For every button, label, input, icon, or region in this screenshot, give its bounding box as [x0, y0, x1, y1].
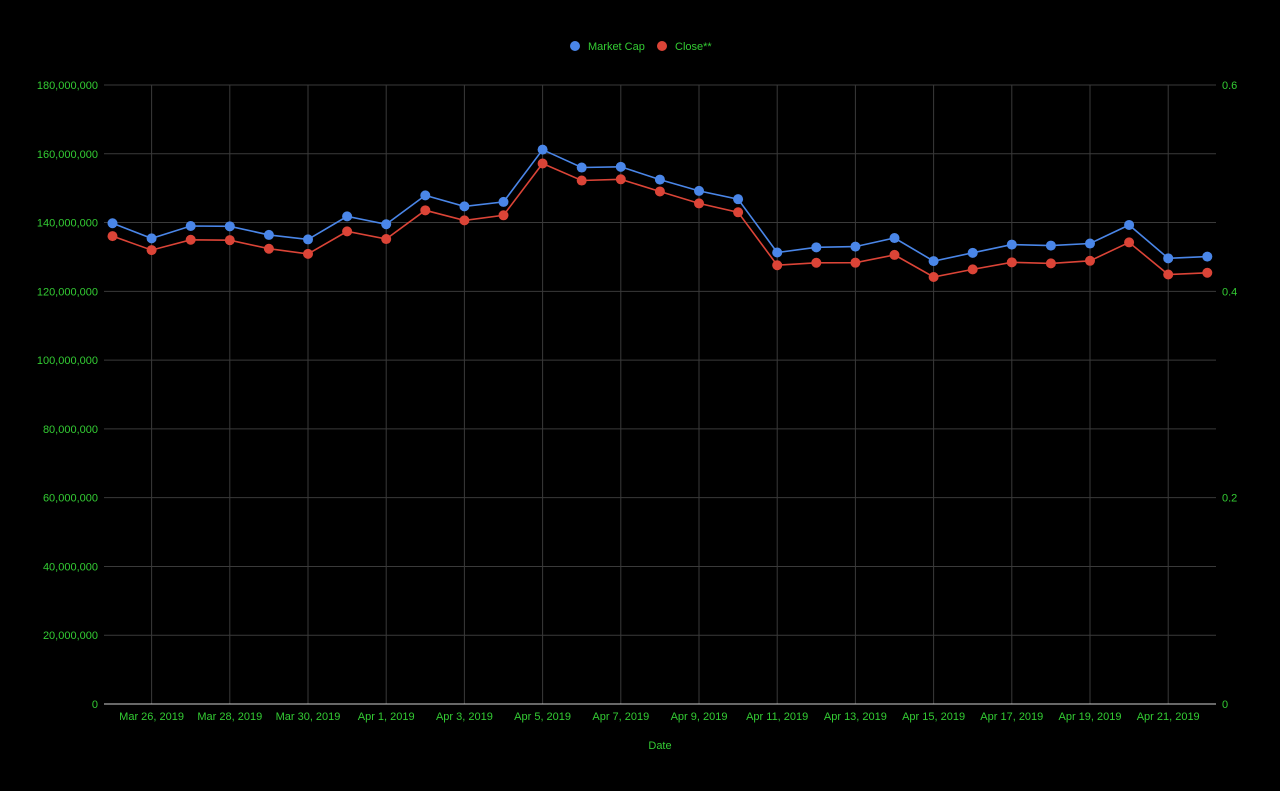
legend-label-market-cap: Market Cap: [588, 41, 645, 53]
data-point-close: [342, 226, 353, 237]
data-point-close: [654, 186, 665, 197]
data-point-market-cap: [498, 196, 509, 207]
data-point-market-cap: [381, 219, 392, 230]
data-point-market-cap: [420, 190, 431, 201]
x-tick-label: Apr 11, 2019: [746, 711, 808, 723]
x-tick-label: Apr 1, 2019: [358, 711, 415, 723]
left-y-tick-label: 0: [92, 699, 98, 711]
data-point-close: [1124, 237, 1135, 248]
data-point-close: [733, 207, 744, 218]
x-tick-label: Apr 15, 2019: [902, 711, 965, 723]
data-point-close: [498, 210, 509, 221]
data-point-close: [850, 257, 861, 268]
data-point-market-cap: [967, 247, 978, 258]
data-point-market-cap: [459, 201, 470, 212]
right-y-tick-label: 0.4: [1222, 286, 1237, 298]
data-point-market-cap: [694, 185, 704, 196]
data-point-close: [459, 215, 470, 226]
data-point-market-cap: [772, 247, 783, 258]
data-point-close: [146, 245, 157, 256]
data-point-market-cap: [576, 162, 587, 173]
left-y-tick-label: 40,000,000: [43, 561, 98, 573]
x-tick-label: Apr 5, 2019: [514, 711, 571, 723]
data-point-market-cap: [342, 211, 353, 222]
data-point-market-cap: [107, 218, 118, 229]
x-tick-label: Mar 26, 2019: [119, 711, 184, 723]
data-point-market-cap: [733, 194, 744, 205]
data-point-market-cap: [224, 221, 235, 232]
series-layer: [107, 144, 1213, 282]
x-tick-label: Apr 19, 2019: [1059, 711, 1122, 723]
x-tick-label: Apr 13, 2019: [824, 711, 887, 723]
data-point-close: [224, 235, 235, 246]
grid-lines: [104, 84, 1216, 705]
data-point-close: [263, 243, 274, 254]
data-point-market-cap: [185, 220, 196, 231]
data-point-close: [537, 158, 548, 169]
data-point-market-cap: [303, 234, 313, 245]
data-point-close: [694, 198, 704, 209]
left-y-tick-label: 100,000,000: [37, 355, 98, 367]
data-point-market-cap: [850, 241, 861, 252]
data-point-market-cap: [811, 242, 822, 253]
x-axis-title: Date: [648, 740, 671, 752]
legend: Market Cap Close**: [570, 41, 712, 53]
data-point-close: [1085, 255, 1095, 266]
data-point-close: [889, 249, 900, 260]
data-point-close: [1163, 269, 1174, 280]
right-y-tick-label: 0.6: [1222, 80, 1237, 92]
data-point-close: [420, 205, 431, 216]
left-y-axis: 0 20,000,000 40,000,000 60,000,000 80,000,00…: [37, 80, 98, 711]
x-tick-label: Apr 7, 2019: [592, 711, 649, 723]
left-y-tick-label: 80,000,000: [43, 424, 98, 436]
left-y-tick-label: 160,000,000: [37, 149, 98, 161]
data-point-market-cap: [1085, 238, 1095, 249]
legend-marker-market-cap: [570, 41, 580, 51]
data-point-close: [967, 264, 978, 275]
legend-label-close: Close**: [675, 41, 712, 53]
left-y-tick-label: 20,000,000: [43, 630, 98, 642]
left-y-tick-label: 120,000,000: [37, 286, 98, 298]
data-point-close: [303, 248, 313, 259]
data-point-close: [772, 260, 783, 271]
data-point-market-cap: [263, 229, 274, 240]
data-point-close: [1202, 267, 1213, 278]
data-point-close: [1006, 257, 1017, 268]
x-tick-label: Apr 17, 2019: [980, 711, 1043, 723]
data-point-market-cap: [889, 233, 900, 244]
data-point-close: [576, 175, 587, 186]
right-y-axis: 0 0.2 0.4 0.6: [1222, 80, 1237, 711]
x-axis: Mar 26, 2019 Mar 28, 2019 Mar 30, 2019 Apr …: [119, 711, 1200, 723]
data-point-market-cap: [1202, 251, 1213, 262]
data-point-market-cap: [537, 144, 548, 155]
data-point-market-cap: [1124, 219, 1135, 230]
x-tick-label: Mar 28, 2019: [197, 711, 262, 723]
right-y-tick-label: 0.2: [1222, 493, 1237, 505]
legend-marker-close: [657, 41, 667, 51]
x-tick-label: Apr 3, 2019: [436, 711, 493, 723]
left-y-tick-label: 60,000,000: [43, 493, 98, 505]
data-point-market-cap: [1045, 240, 1056, 251]
left-y-tick-label: 180,000,000: [37, 80, 98, 92]
data-point-close: [811, 257, 822, 268]
data-point-close: [1045, 258, 1056, 269]
data-point-market-cap: [928, 256, 939, 267]
data-point-close: [381, 234, 392, 245]
data-point-market-cap: [1006, 239, 1017, 250]
series-line-market-cap: [112, 148, 1208, 262]
x-tick-label: Apr 21, 2019: [1137, 711, 1200, 723]
data-point-market-cap: [615, 161, 626, 172]
x-tick-label: Mar 30, 2019: [276, 711, 341, 723]
data-point-close: [185, 234, 196, 245]
data-point-market-cap: [654, 174, 665, 185]
x-tick-label: Apr 9, 2019: [671, 711, 728, 723]
data-point-close: [615, 174, 626, 185]
right-y-tick-label: 0: [1222, 699, 1228, 711]
data-point-market-cap: [1163, 253, 1174, 264]
data-point-close: [928, 271, 939, 282]
data-point-market-cap: [146, 233, 157, 244]
left-y-tick-label: 140,000,000: [37, 218, 98, 230]
data-point-close: [107, 231, 118, 242]
